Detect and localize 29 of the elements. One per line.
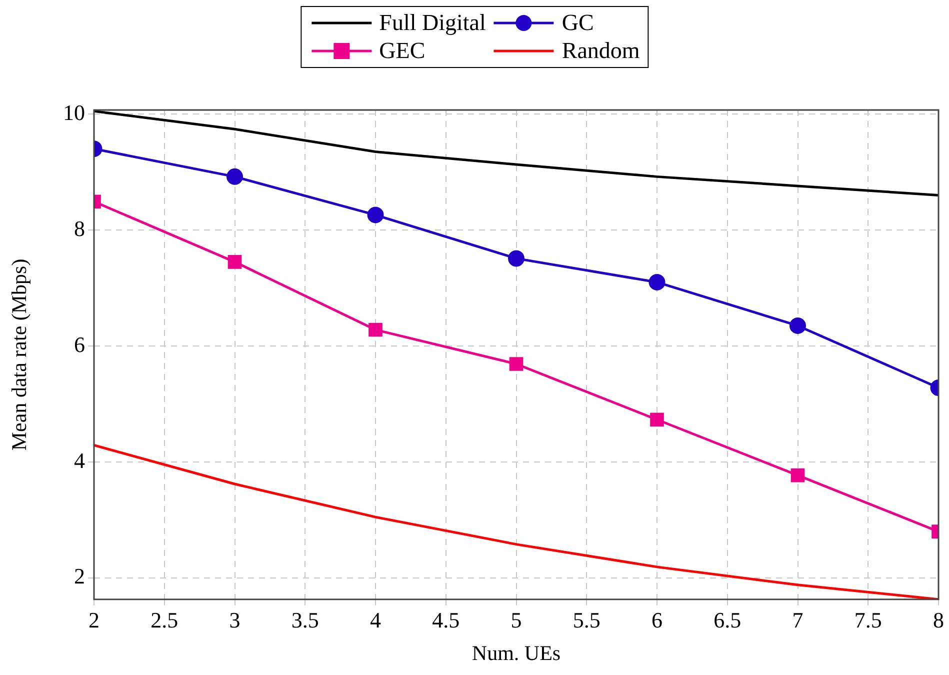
x-tick-label: 3.5 bbox=[291, 607, 319, 632]
x-tick-label: 4 bbox=[370, 607, 381, 632]
y-tick-label: 2 bbox=[74, 564, 85, 589]
point bbox=[368, 322, 382, 337]
point bbox=[648, 274, 666, 290]
x-tick-label: 6.5 bbox=[714, 607, 742, 632]
x-tick-label: 5 bbox=[510, 607, 522, 632]
legend-label: GEC bbox=[379, 37, 426, 65]
x-tick-label: 7 bbox=[792, 607, 804, 632]
y-axis-title: Mean data rate (Mbps) bbox=[7, 258, 32, 451]
x-tick-label: 5.5 bbox=[572, 607, 600, 632]
point bbox=[650, 412, 664, 427]
y-tick-label: 6 bbox=[74, 332, 85, 357]
x-tick-label: 2.5 bbox=[150, 607, 178, 632]
point bbox=[509, 357, 524, 371]
x-tick-label: 6 bbox=[652, 607, 662, 632]
legend-label: GC bbox=[562, 9, 594, 37]
y-tick-label: 10 bbox=[63, 100, 85, 125]
legend-label: Full Digital bbox=[379, 9, 486, 37]
x-tick-label: 7.5 bbox=[854, 607, 882, 632]
x-tick-label: 8 bbox=[933, 607, 944, 632]
x-tick-label: 3 bbox=[229, 607, 240, 632]
point bbox=[367, 206, 384, 224]
y-tick-label: 4 bbox=[74, 448, 85, 473]
point bbox=[508, 250, 524, 267]
legend-label: Random bbox=[562, 37, 640, 65]
x-axis-title: Num. UEs bbox=[472, 640, 561, 665]
x-tick-label: 4.5 bbox=[432, 607, 460, 632]
y-tick-label: 8 bbox=[74, 216, 85, 241]
